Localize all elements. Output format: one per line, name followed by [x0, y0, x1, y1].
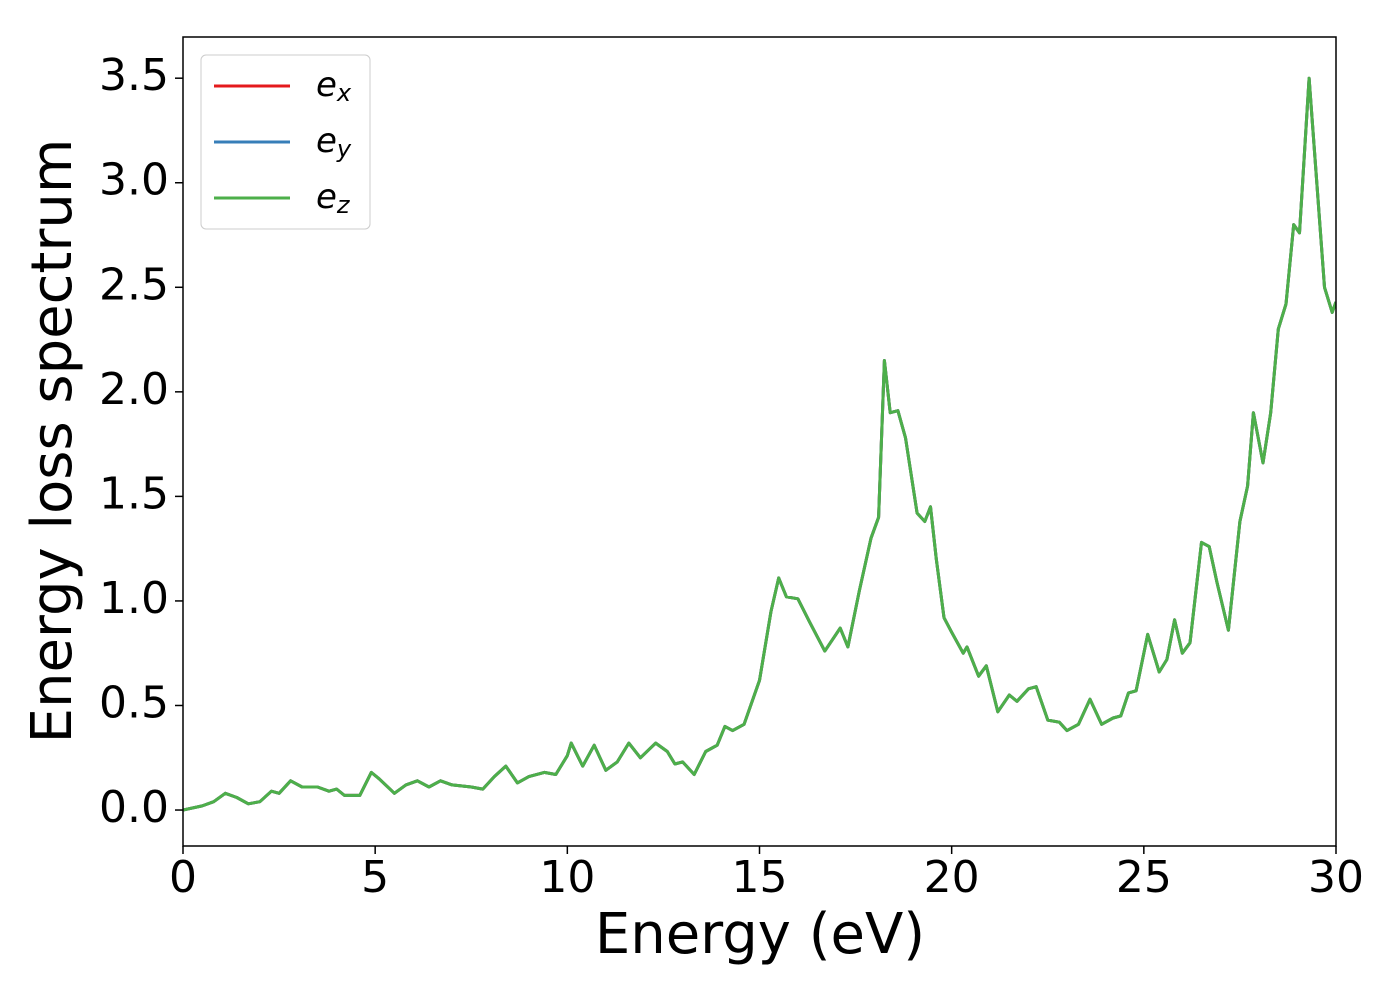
legend-label: ey [316, 121, 352, 164]
y-tick-label: 0.5 [99, 677, 169, 728]
y-tick-label: 0.0 [99, 782, 169, 833]
y-tick-label: 1.0 [99, 573, 169, 624]
legend-name: e [316, 65, 337, 105]
x-tick-label: 0 [169, 852, 197, 903]
y-tick-label: 1.5 [99, 468, 169, 519]
legend-name: e [316, 177, 337, 217]
x-tick-label: 30 [1308, 852, 1364, 903]
x-axis-label: Energy (eV) [595, 902, 925, 967]
legend-label: ez [316, 177, 351, 220]
legend-sub: z [336, 191, 351, 219]
y-tick-label: 3.5 [99, 50, 169, 101]
x-tick-label: 15 [732, 852, 788, 903]
legend-label: ex [316, 65, 352, 108]
x-tick-label: 25 [1116, 852, 1172, 903]
y-axis-label: Energy loss spectrum [20, 139, 85, 744]
y-tick-label: 2.5 [99, 259, 169, 310]
x-tick-label: 10 [539, 852, 595, 903]
y-tick-label: 2.0 [99, 364, 169, 415]
x-tick-label: 20 [924, 852, 980, 903]
x-tick-label: 5 [361, 852, 389, 903]
legend-name: e [316, 121, 337, 161]
legend-sub: y [336, 135, 352, 163]
y-tick-label: 3.0 [99, 155, 169, 206]
plot-frame [182, 36, 1337, 847]
legend-sub: x [336, 79, 352, 107]
series-line [183, 76, 1336, 812]
